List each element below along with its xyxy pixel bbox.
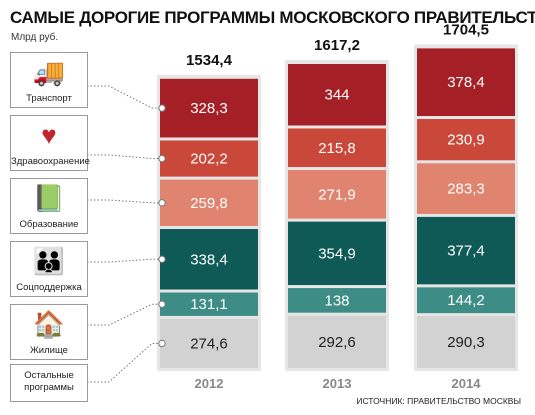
connector-dot bbox=[158, 104, 166, 112]
data-label: 138 bbox=[324, 292, 349, 309]
legend-item-other: Остальные программы bbox=[10, 364, 88, 402]
data-label: 131,1 bbox=[190, 296, 228, 313]
connector-line bbox=[87, 258, 162, 263]
data-label: 292,6 bbox=[318, 334, 356, 351]
bar-segment bbox=[160, 140, 258, 177]
legend-label-other: Остальные программы bbox=[24, 370, 74, 393]
source-note: ИСТОЧНИК: ПРАВИТЕЛЬСТВО МОСКВЫ bbox=[356, 396, 521, 406]
legend-label-transport: Транспорт bbox=[26, 93, 72, 104]
data-label: 274,6 bbox=[190, 335, 228, 352]
data-label: 144,2 bbox=[447, 292, 485, 309]
legend-item-health: ♥ Здравоохранение bbox=[10, 115, 90, 171]
legend-label-education: Образование bbox=[19, 219, 79, 230]
connector-dot bbox=[158, 154, 166, 163]
bar-segment bbox=[288, 128, 386, 168]
legend-label-social: Соцподдержка bbox=[16, 282, 82, 293]
connector-line bbox=[87, 303, 162, 326]
bar-segment bbox=[417, 119, 515, 161]
family-icon: 👪 bbox=[32, 246, 66, 276]
legend-item-transport: 🚚 Транспорт bbox=[10, 52, 88, 108]
bar-segment bbox=[417, 163, 515, 214]
data-label: 378,4 bbox=[447, 74, 485, 91]
x-tick-label: 2012 bbox=[195, 376, 224, 391]
total-label: 1617,2 bbox=[314, 37, 360, 54]
bar-segment bbox=[160, 78, 258, 138]
connector-dot bbox=[158, 339, 166, 348]
data-label: 377,4 bbox=[447, 243, 485, 260]
bar-segment bbox=[160, 179, 258, 227]
data-label: 215,8 bbox=[318, 140, 356, 157]
data-label: 354,9 bbox=[318, 245, 356, 262]
heart-cross-icon: ♥ bbox=[41, 120, 57, 150]
chart-title: САМЫЕ ДОРОГИЕ ПРОГРАММЫ МОСКОВСКОГО ПРАВ… bbox=[10, 8, 535, 27]
connector-line bbox=[87, 199, 162, 204]
bar-segment bbox=[417, 316, 515, 368]
bar-segment bbox=[160, 318, 258, 368]
data-label: 259,8 bbox=[190, 195, 228, 212]
connector-dot bbox=[158, 199, 166, 207]
bar-segment bbox=[417, 48, 515, 117]
bar-segment bbox=[417, 287, 515, 314]
unit-label: Млрд руб. bbox=[11, 32, 59, 43]
connector-line bbox=[87, 154, 162, 160]
x-tick-label: 2013 bbox=[323, 376, 352, 391]
connector-line bbox=[87, 85, 162, 109]
data-label: 202,2 bbox=[190, 151, 228, 168]
data-label: 328,3 bbox=[190, 100, 228, 117]
data-label: 338,4 bbox=[190, 251, 228, 268]
legend-item-education: 📗 Образование bbox=[10, 178, 88, 234]
data-label: 344 bbox=[324, 87, 349, 104]
data-label: 230,9 bbox=[447, 132, 485, 149]
bar-segment bbox=[288, 288, 386, 313]
bar-segment bbox=[288, 170, 386, 219]
bus-icon: 🚚 bbox=[32, 57, 66, 87]
legend-label-health: Здравоохранение bbox=[11, 156, 90, 167]
total-label: 1534,4 bbox=[186, 52, 233, 69]
bar-segment bbox=[288, 315, 386, 368]
x-tick-label: 2014 bbox=[452, 376, 482, 391]
data-label: 290,3 bbox=[447, 334, 485, 351]
legend-label-housing: Жилище bbox=[30, 345, 68, 356]
legend-item-social: 👪 Соцподдержка bbox=[10, 241, 88, 297]
connector-line bbox=[87, 342, 162, 383]
bar-segment bbox=[288, 221, 386, 286]
data-label: 271,9 bbox=[318, 186, 356, 203]
connector-dot bbox=[158, 300, 166, 308]
connector-dot bbox=[158, 255, 166, 263]
legend-item-housing: 🏠 Жилище bbox=[10, 304, 88, 360]
book-icon: 📗 bbox=[32, 183, 66, 213]
data-label: 283,3 bbox=[447, 181, 485, 198]
house-icon: 🏠 bbox=[32, 309, 66, 339]
bar-segment bbox=[160, 229, 258, 290]
bar-segment bbox=[288, 64, 386, 126]
bar-segment bbox=[417, 216, 515, 285]
total-label: 1704,5 bbox=[443, 21, 489, 38]
bar-segment bbox=[160, 292, 258, 316]
